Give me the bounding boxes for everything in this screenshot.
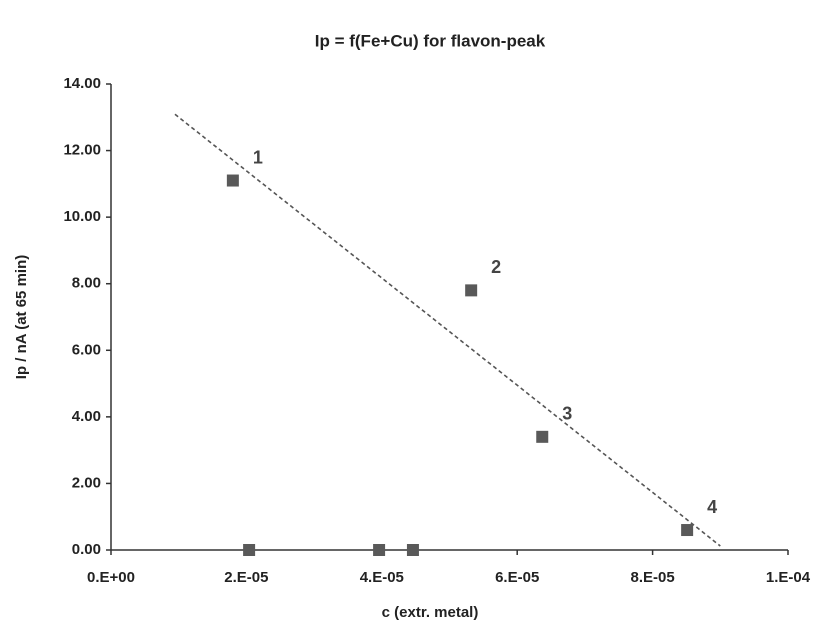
- point: [373, 544, 386, 556]
- x-tick-label: 0.E+00: [87, 569, 135, 586]
- y-axis-label: Ip / nA (at 65 min): [13, 255, 30, 379]
- point: [536, 430, 549, 443]
- trendline: [174, 113, 721, 547]
- point-label: 4: [707, 497, 717, 517]
- point: [406, 544, 419, 556]
- point-label: 3: [562, 404, 572, 424]
- x-tick-label: 1.E-04: [766, 569, 811, 586]
- y-tick-label: 10.00: [63, 208, 101, 225]
- y-tick-label: 6.00: [72, 341, 101, 358]
- y-tick-label: 2.00: [72, 474, 101, 491]
- y-tick-label: 4.00: [72, 408, 101, 425]
- point: [243, 544, 256, 556]
- point: [465, 284, 478, 297]
- x-tick-label: 4.E-05: [360, 569, 404, 586]
- y-tick-label: 14.00: [63, 75, 101, 92]
- x-tick-label: 6.E-05: [495, 569, 539, 586]
- y-tick-label: 8.00: [72, 275, 101, 292]
- x-axis-label: c (extr. metal): [382, 604, 479, 621]
- point: [681, 524, 694, 537]
- y-tick-label: 0.00: [72, 541, 101, 558]
- point-label: 1: [253, 147, 263, 167]
- point: [226, 174, 239, 187]
- x-tick-label: 8.E-05: [630, 569, 674, 586]
- x-tick-label: 2.E-05: [224, 569, 268, 586]
- chart-title: Ip = f(Fe+Cu) for flavon-peak: [315, 31, 546, 50]
- point-label: 2: [491, 257, 501, 277]
- y-tick-label: 12.00: [63, 142, 101, 159]
